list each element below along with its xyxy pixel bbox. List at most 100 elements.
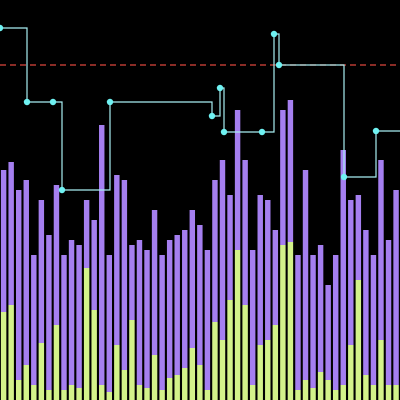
bar-segment (310, 388, 316, 400)
bar-segment (8, 162, 14, 305)
bar-segment (83, 268, 90, 400)
line-marker (275, 61, 283, 69)
line-marker (49, 98, 57, 106)
bar-segment (38, 343, 45, 400)
bar-segment (332, 255, 339, 390)
bar-segment (393, 385, 399, 400)
bar-segment (310, 255, 316, 388)
bar-segment (53, 325, 60, 400)
bar-segment (227, 300, 233, 400)
bar-segment (234, 110, 241, 250)
bar-segment (242, 160, 248, 305)
bar-segment (385, 385, 392, 400)
bar-segment (265, 200, 271, 340)
bar-segment (280, 110, 286, 245)
bar-segment (76, 245, 82, 388)
bar-segment (272, 325, 279, 400)
bar-segment (242, 305, 248, 400)
bar-segment (151, 355, 158, 400)
bar-segment (136, 240, 143, 385)
bar-segment (257, 345, 263, 400)
bar-segment (393, 190, 399, 385)
bar-segment (76, 388, 82, 400)
bar-segment (212, 180, 218, 322)
line-marker (340, 173, 348, 181)
bar-segment (189, 210, 196, 348)
bar-segment (355, 195, 362, 280)
bar-segment (61, 390, 67, 400)
bar-segment (91, 220, 97, 310)
bar-segment (31, 385, 37, 400)
bar-segment (144, 250, 150, 388)
bar-segment (151, 210, 158, 355)
bar-segment (280, 245, 286, 400)
line-marker (106, 98, 114, 106)
bar-segment (174, 235, 180, 375)
bar-segment (212, 322, 218, 400)
line-marker (58, 186, 66, 194)
bar-segment (355, 280, 362, 400)
bar-segment (91, 310, 97, 400)
bar-segment (197, 225, 203, 365)
bar-segment (23, 365, 29, 400)
bar-segment (249, 385, 256, 400)
bar-segment (234, 250, 241, 400)
bar-segment (46, 235, 52, 390)
bar-segment (106, 255, 112, 392)
bar-segment (385, 240, 392, 385)
bar-segment (121, 370, 128, 400)
line-marker (0, 24, 4, 32)
bar-segment (378, 160, 384, 340)
bar-segment (68, 240, 75, 385)
bar-segment (197, 365, 203, 400)
bar-segment (265, 340, 271, 400)
bar-segment (219, 160, 226, 340)
bar-segment (189, 348, 196, 400)
bar-segment (302, 380, 309, 400)
bar-segment (159, 390, 165, 400)
bar-segment (38, 200, 45, 343)
bar-segment (363, 230, 369, 375)
bar-segment (204, 250, 211, 390)
bar-segment (295, 255, 301, 390)
bar-segment (295, 390, 301, 400)
bar-segment (182, 368, 188, 400)
bar-segment (23, 180, 29, 365)
bar-segment (31, 255, 37, 385)
bar-segment (249, 250, 256, 385)
bar-segment (166, 378, 173, 400)
bar-segment (302, 170, 309, 380)
bar-segment (83, 200, 90, 268)
bar-segment (159, 255, 165, 390)
bar-segment (136, 385, 143, 400)
bar-segment (182, 230, 188, 368)
bar-segment (99, 125, 105, 385)
bar-segment (204, 390, 211, 400)
bar-segment (363, 375, 369, 400)
bar-segment (340, 150, 346, 385)
bar-segment (114, 345, 120, 400)
bar-segment (348, 345, 354, 400)
bar-segment (340, 385, 346, 400)
line-marker (208, 112, 216, 120)
bar-segment (61, 255, 67, 390)
line-marker (372, 127, 380, 135)
bar-segment (114, 175, 120, 345)
bar-segment (8, 305, 14, 400)
bar-segment (370, 385, 377, 400)
line-marker (220, 128, 228, 136)
bar-segment (272, 230, 279, 325)
bar-segment (0, 170, 7, 312)
bar-segment (257, 195, 263, 345)
bar-segment (174, 375, 180, 400)
bar-segment (166, 240, 173, 378)
bar-segment (378, 340, 384, 400)
bar-segment (287, 100, 294, 242)
bar-segment (16, 380, 22, 400)
line-marker (258, 128, 266, 136)
bar-segment (46, 390, 52, 400)
bar-segment (53, 185, 60, 325)
bar-segment (332, 390, 339, 400)
bar-segment (0, 312, 7, 400)
